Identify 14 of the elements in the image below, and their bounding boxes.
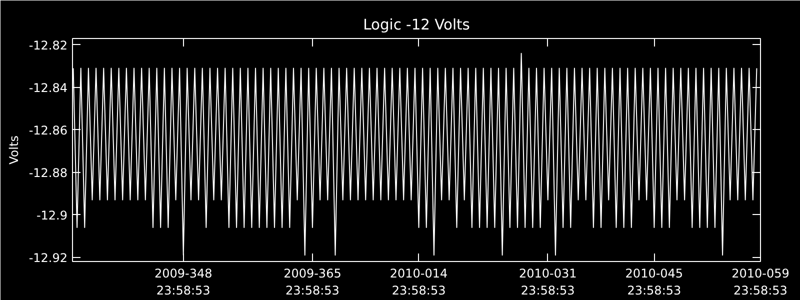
y-tick-label: -12.92 [28,250,68,265]
y-tick-label: -12.82 [28,38,68,52]
y-tick-label: -12.86 [28,123,68,138]
y-tick-label: -12.9 [36,208,68,222]
chart-title: Logic -12 Volts [363,16,470,34]
y-axis-title: Volts [6,136,21,164]
x-tick-label: 2010-014 23:58:53 [390,266,448,298]
y-tick-label: -12.88 [28,166,68,180]
x-tick-label: 2010-031 23:58:53 [518,266,577,298]
x-tick-label: 2009-348 23:58:53 [154,266,212,298]
x-tick-label: 2010-059 23:58:53 [732,266,790,298]
x-tick-label: 2010-045 23:58:53 [625,266,684,298]
y-tick-label: -12.84 [28,80,68,95]
x-tick-label: 2009-365 23:58:53 [284,266,342,298]
